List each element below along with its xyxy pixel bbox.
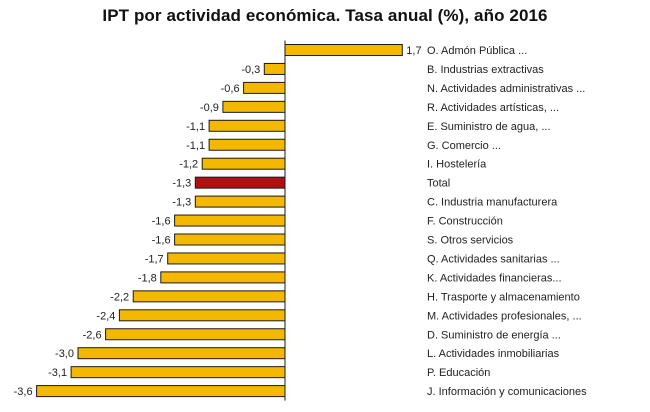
category-label: B. Industrias extractivas [427,64,544,76]
value-label: -1,3 [172,178,191,190]
category-label: E. Suministro de agua, ... [427,121,551,133]
bar [201,157,286,170]
bar [222,100,286,113]
category-label: P. Educación [427,367,490,379]
value-label: -3,0 [55,348,74,360]
category-label: Q. Actividades sanitarias ... [427,253,560,265]
bar [105,328,286,341]
category-label: C. Industria manufacturera [427,197,558,209]
category-label: J. Información y comunicaciones [427,386,587,398]
category-label: R. Actividades artísticas, ... [427,102,559,114]
value-label: -1,3 [172,197,191,209]
value-label: -1,6 [152,235,171,247]
category-label: G. Comercio ... [427,140,501,152]
bar [118,309,286,322]
category-label: L. Actividades inmobiliarias [427,348,560,360]
category-label: I. Hostelería [427,159,487,171]
value-label: -1,1 [186,121,205,133]
category-label: H. Trasporte y almacenamiento [427,291,580,303]
value-label: 1,7 [406,45,421,57]
value-label: -0,3 [241,64,260,76]
category-label: S. Otros servicios [427,235,514,247]
value-label: -1,7 [145,253,164,265]
bar [208,119,286,132]
bar [70,366,286,379]
category-label: D. Suministro de energía ... [427,329,561,341]
bar [77,347,286,360]
value-label: -1,2 [179,159,198,171]
value-label: -0,6 [221,83,240,95]
bar [208,138,286,151]
bar [160,271,286,284]
value-label: -2,2 [110,291,129,303]
category-label: F. Construcción [427,216,503,228]
bar [284,44,403,56]
bar [167,252,286,265]
category-label: M. Actividades profesionales, ... [427,310,582,322]
value-label: -1,8 [138,272,157,284]
chart-title: IPT por actividad económica. Tasa anual … [102,6,548,25]
bar [194,176,286,189]
category-label: O. Admón Pública ... [427,45,527,57]
value-label: -3,6 [14,386,33,398]
value-label: -0,9 [200,102,219,114]
category-label: N. Actividades administrativas ... [427,83,585,95]
bar [174,214,286,227]
bar [36,385,286,398]
bar [194,195,286,208]
value-label: -1,1 [186,140,205,152]
category-label: K. Actividades financieras... [427,272,562,284]
value-label: -3,1 [48,367,67,379]
category-label: Total [427,178,450,190]
bar [263,62,286,75]
bar [132,290,286,303]
value-label: -1,6 [152,216,171,228]
value-label: -2,6 [83,329,102,341]
bar [174,233,286,246]
value-label: -2,4 [96,310,115,322]
bar [243,81,286,94]
